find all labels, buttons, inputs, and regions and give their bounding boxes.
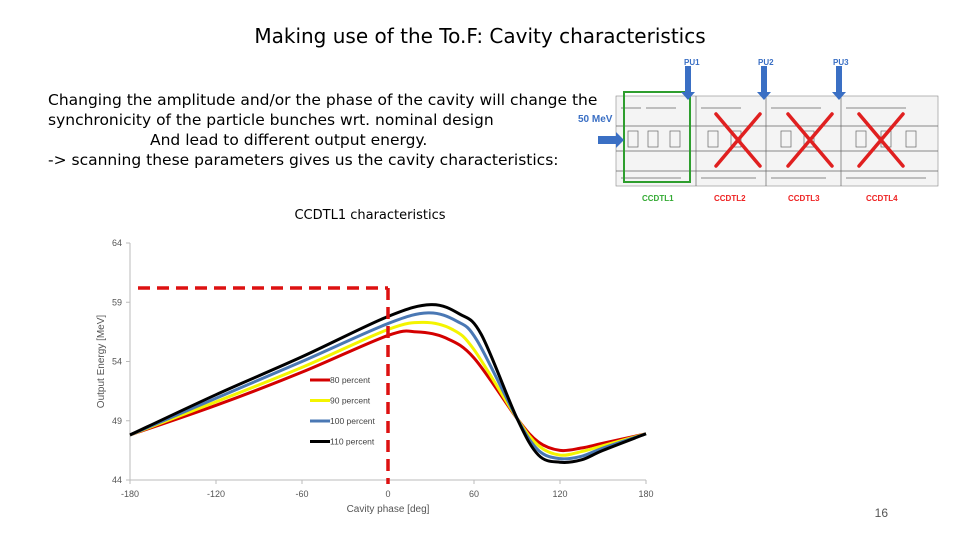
ccdtl1-label: CCDTL1	[642, 194, 674, 203]
y-axis-label: Output Energy [MeV]	[96, 315, 107, 409]
page-number: 16	[874, 506, 888, 520]
ccdtl-layout-image: 50 MeV PU1 PU2 PU3 CCDTL1 CCDTL2 CCDTL3 …	[576, 56, 940, 206]
pu2-label: PU2	[758, 58, 774, 67]
x-axis-label: Cavity phase [deg]	[347, 504, 430, 515]
legend-entry: 100 percent	[330, 416, 376, 426]
series-line-80-percent	[129, 329, 647, 453]
y-tick-label: 54	[112, 357, 122, 367]
pu1-label: PU1	[684, 58, 700, 67]
x-tick-label: -120	[207, 489, 225, 499]
chart-title: CCDTL1 characteristics	[294, 208, 446, 223]
energy-label: 50 MeV	[578, 114, 613, 125]
ccdtl1-characteristics-chart: 44 49 54 59 64 -180 -120 -60 0 60 120 180 Cavity pha…	[96, 238, 654, 515]
ccdtl4-label: CCDTL4	[866, 194, 898, 203]
ccdtl2-label: CCDTL2	[714, 194, 746, 203]
legend-entry: 110 percent	[330, 437, 375, 447]
y-tick-label: 64	[112, 238, 122, 248]
body-line-3: And lead to different output energy.	[150, 131, 428, 149]
slide-title: Making use of the To.F: Cavity character…	[254, 24, 706, 48]
body-line-2: synchronicity of the particle bunches wr…	[48, 111, 494, 129]
layout-drawing	[598, 66, 939, 187]
x-tick-label: 180	[638, 489, 653, 499]
legend-entry: 90 percent	[330, 396, 371, 406]
series-line-100-percent	[129, 311, 647, 461]
y-tick-label: 49	[112, 416, 122, 426]
pu3-label: PU3	[833, 58, 849, 67]
x-tick-label: -180	[121, 489, 139, 499]
x-tick-label: 60	[469, 489, 479, 499]
series-line-90-percent	[129, 320, 647, 457]
series-line-110-percent	[129, 303, 647, 464]
body-line-1: Changing the amplitude and/or the phase …	[48, 91, 598, 109]
legend-entry: 80 percent	[330, 375, 371, 385]
body-line-4: -> scanning these parameters gives us th…	[48, 151, 559, 169]
ccdtl3-label: CCDTL3	[788, 194, 820, 203]
x-tick-label: -60	[295, 489, 308, 499]
y-tick-label: 44	[112, 475, 122, 485]
x-tick-label: 0	[385, 489, 390, 499]
y-tick-label: 59	[112, 297, 122, 307]
slide-body-text: Changing the amplitude and/or the phase …	[48, 90, 598, 170]
x-tick-label: 120	[552, 489, 567, 499]
